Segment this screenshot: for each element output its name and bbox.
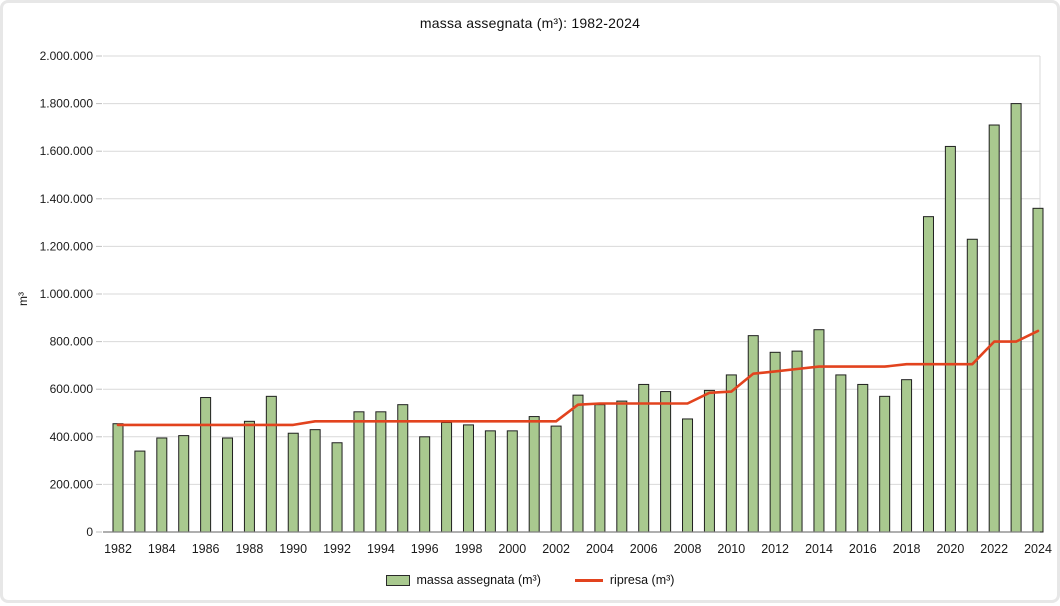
svg-text:600.000: 600.000: [50, 382, 94, 396]
bar-2011: [747, 335, 759, 533]
svg-text:2010: 2010: [717, 542, 745, 556]
ripresa-line: [116, 329, 1040, 427]
chart-title: massa assegnata (m³): 1982-2024: [419, 15, 641, 31]
bar-2000: [506, 430, 518, 533]
legend: massa assegnata (m³) ripresa (m³): [3, 573, 1057, 587]
y-gridlines: [103, 55, 1040, 485]
svg-text:2002: 2002: [542, 542, 570, 556]
line-swatch-icon: [574, 578, 603, 582]
legend-item-ripresa: ripresa (m³): [574, 573, 675, 587]
bar-2008: [682, 418, 694, 533]
bar-2014: [813, 329, 825, 533]
bar-1990: [287, 432, 299, 533]
bar-2016: [857, 383, 869, 533]
bar-swatch-icon: [385, 574, 410, 586]
bar-2019: [922, 216, 934, 533]
bar-2022: [988, 124, 1000, 533]
svg-text:1982: 1982: [104, 542, 132, 556]
bar-2004: [594, 404, 606, 533]
bar-1991: [309, 429, 321, 533]
bar-1995: [397, 404, 409, 533]
bar-2007: [660, 391, 672, 533]
bar-1999: [484, 430, 496, 533]
svg-text:2018: 2018: [893, 542, 921, 556]
y-tick-marks: [96, 55, 102, 533]
svg-text:1996: 1996: [411, 542, 439, 556]
svg-text:1.000.000: 1.000.000: [40, 287, 94, 301]
svg-text:1998: 1998: [455, 542, 483, 556]
legend-item-massa-assegnata: massa assegnata (m³): [385, 573, 541, 587]
bar-2003: [572, 394, 584, 533]
svg-text:2022: 2022: [980, 542, 1008, 556]
bar-2018: [901, 379, 913, 533]
svg-text:1.600.000: 1.600.000: [40, 144, 94, 158]
bar-2001: [528, 416, 540, 533]
svg-text:1.800.000: 1.800.000: [40, 97, 94, 111]
svg-text:2016: 2016: [849, 542, 877, 556]
bar-1994: [375, 411, 387, 533]
svg-text:2008: 2008: [674, 542, 702, 556]
svg-text:1994: 1994: [367, 542, 395, 556]
bars-massa-assegnata: [112, 103, 1044, 533]
bar-1987: [222, 437, 234, 533]
svg-text:800.000: 800.000: [50, 335, 94, 349]
bar-1984: [156, 437, 168, 533]
svg-text:1.200.000: 1.200.000: [40, 239, 94, 253]
bar-2021: [966, 238, 978, 533]
svg-text:2014: 2014: [805, 542, 833, 556]
svg-text:2020: 2020: [936, 542, 964, 556]
bar-2010: [725, 374, 737, 533]
bar-2006: [638, 383, 650, 533]
svg-text:2.000.000: 2.000.000: [40, 49, 94, 63]
bar-1989: [265, 395, 277, 533]
legend-label-massa-assegnata: massa assegnata (m³): [416, 573, 541, 587]
bar-2020: [944, 145, 956, 533]
svg-text:1.400.000: 1.400.000: [40, 192, 94, 206]
y-tick-labels: 0 200.000 400.000 600.000 800.000 1.000.000 1.…: [40, 49, 94, 539]
bar-1998: [462, 424, 474, 533]
svg-text:2000: 2000: [498, 542, 526, 556]
bar-2002: [550, 425, 562, 533]
plot-area: 0 200.000 400.000 600.000 800.000 1.000.000 1.…: [40, 49, 1052, 556]
svg-text:400.000: 400.000: [50, 430, 94, 444]
bar-1985: [178, 435, 190, 533]
bar-1992: [331, 442, 343, 533]
svg-text:2006: 2006: [630, 542, 658, 556]
bar-1983: [134, 450, 146, 533]
bar-2009: [703, 389, 715, 533]
svg-text:200.000: 200.000: [50, 477, 94, 491]
svg-text:1990: 1990: [279, 542, 307, 556]
legend-label-ripresa: ripresa (m³): [609, 573, 675, 587]
bar-1988: [243, 420, 255, 533]
svg-text:0: 0: [86, 525, 93, 539]
bar-2024: [1032, 207, 1044, 533]
bar-1996: [419, 436, 431, 533]
svg-text:1992: 1992: [323, 542, 351, 556]
bar-1993: [353, 411, 365, 533]
bar-1997: [441, 422, 453, 533]
bar-2023: [1010, 103, 1022, 533]
svg-text:1988: 1988: [235, 542, 263, 556]
x-tick-labels: 1982 1984 1986 1988 1990 1992 1994 1996 1998 2000…: [104, 542, 1052, 556]
bar-2012: [769, 351, 781, 533]
bar-2015: [835, 374, 847, 533]
bar-1982: [112, 423, 124, 533]
bar-2005: [616, 400, 628, 533]
bar-1986: [200, 397, 212, 533]
svg-text:2012: 2012: [761, 542, 789, 556]
svg-text:2004: 2004: [586, 542, 614, 556]
svg-text:1986: 1986: [192, 542, 220, 556]
bar-2013: [791, 350, 803, 533]
bar-2017: [879, 395, 891, 533]
svg-text:1984: 1984: [148, 542, 176, 556]
svg-text:2024: 2024: [1024, 542, 1052, 556]
